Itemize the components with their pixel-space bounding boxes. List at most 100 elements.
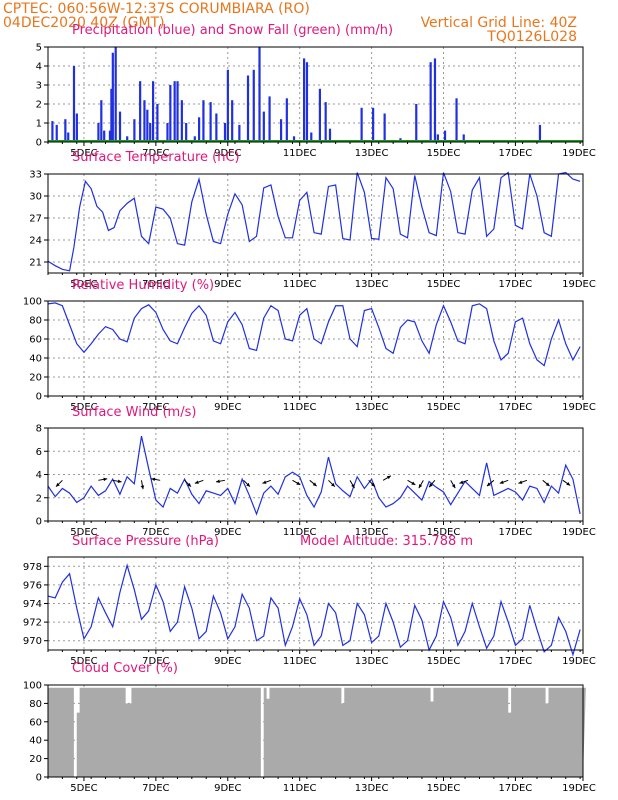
wind-arrow-head	[451, 484, 456, 489]
wind-arrow-head	[262, 480, 267, 484]
header-location: CPTEC: 060:56W-12:37S CORUMBIARA (RO)	[3, 1, 310, 17]
x-tick-label: 5DEC	[70, 527, 97, 538]
y-tick-label: 60	[29, 717, 42, 728]
x-tick-label: 17DEC	[499, 656, 533, 667]
precip-bar	[305, 62, 309, 143]
wind-arrow-head	[103, 477, 108, 482]
precip-bar	[262, 111, 265, 142]
y-tick-label: 974	[23, 599, 42, 610]
y-tick-label: 20	[29, 754, 42, 765]
y-tick-label: 0	[36, 392, 42, 403]
x-tick-label: 5DEC	[70, 148, 97, 159]
precip-bar	[180, 100, 183, 142]
precip-bar	[215, 113, 218, 142]
y-tick-label: 1	[36, 119, 42, 130]
x-tick-label: 7DEC	[142, 783, 169, 794]
precip-bar	[133, 119, 136, 142]
x-tick-label: 13DEC	[355, 783, 389, 794]
x-tick-label: 15DEC	[427, 279, 461, 290]
precip-bar	[146, 109, 149, 142]
x-tick-label: 9DEC	[214, 279, 241, 290]
wind-arrow-head	[499, 480, 504, 484]
y-tick-label: 4	[36, 62, 42, 73]
precip-bar	[285, 98, 288, 142]
wind-arrow-head	[351, 484, 355, 489]
x-tick-label: 15DEC	[427, 527, 461, 538]
y-tick-label: 8	[36, 424, 42, 435]
x-tick-label: 19DEC	[562, 148, 596, 159]
precip-bar	[383, 113, 386, 142]
wind-arrow-head	[56, 482, 60, 487]
wind-arrow-head	[418, 484, 423, 489]
y-tick-label: 21	[29, 258, 42, 269]
x-tick-label: 5DEC	[70, 279, 97, 290]
y-tick-label: 33	[29, 170, 42, 181]
precip-bar	[111, 52, 114, 143]
x-tick-label: 7DEC	[142, 402, 169, 413]
y-tick-label: 5	[36, 43, 42, 54]
x-tick-label: 17DEC	[499, 402, 533, 413]
precip-bar	[279, 119, 283, 142]
precip-bar	[169, 85, 172, 142]
panel-title: Surface Temperature (nC)	[72, 150, 240, 165]
model-code: TQ0126L028	[486, 29, 577, 45]
wind-arrow-head	[117, 479, 122, 484]
cloud-cover-area	[48, 687, 586, 777]
wind-arrow-head	[216, 479, 220, 484]
x-tick-label: 15DEC	[427, 402, 461, 413]
x-tick-label: 19DEC	[562, 279, 596, 290]
x-tick-label: 15DEC	[427, 148, 461, 159]
y-tick-label: 80	[29, 699, 42, 710]
y-tick-label: 970	[23, 636, 42, 647]
precip-bar	[67, 132, 70, 142]
plot-frame	[47, 684, 584, 778]
precip-bar	[185, 123, 188, 142]
y-tick-label: 0	[36, 773, 42, 784]
x-tick-label: 15DEC	[427, 783, 461, 794]
y-tick-label: 978	[23, 562, 42, 573]
x-tick-label: 11DEC	[283, 783, 317, 794]
precip-bar	[100, 100, 103, 142]
y-tick-label: 2	[36, 100, 42, 111]
y-tick-label: 30	[29, 192, 42, 203]
precip-bar	[538, 124, 542, 142]
x-tick-label: 11DEC	[283, 402, 317, 413]
precip-bar	[302, 58, 306, 142]
precip-bar	[143, 100, 146, 142]
x-tick-label: 9DEC	[214, 148, 241, 159]
wind-arrow-head	[566, 481, 571, 486]
precip-bar	[429, 62, 432, 143]
precip-bar	[108, 130, 112, 142]
precip-bar	[324, 102, 327, 142]
x-tick-label: 13DEC	[355, 279, 389, 290]
precip-bar	[443, 130, 447, 142]
wind-arrow-head	[194, 480, 199, 484]
x-tick-label: 7DEC	[142, 148, 169, 159]
wind-arrow-head	[246, 482, 250, 487]
y-tick-label: 40	[29, 354, 42, 365]
precip-bar	[118, 111, 122, 142]
x-tick-label: 19DEC	[562, 527, 596, 538]
x-tick-label: 17DEC	[499, 783, 533, 794]
precip-bar	[310, 132, 313, 142]
y-tick-label: 100	[23, 297, 42, 308]
precip-bar	[166, 123, 169, 142]
precip-bar	[436, 134, 439, 142]
x-tick-label: 19DEC	[562, 402, 596, 413]
precip-bar	[238, 124, 241, 142]
panel-title: Precipitation (blue) and Snow Fall (gree…	[72, 23, 393, 38]
y-tick-label: 27	[29, 214, 42, 225]
x-tick-label: 7DEC	[142, 656, 169, 667]
wind-arrow-head	[312, 482, 317, 487]
precip-bar	[97, 123, 100, 142]
x-tick-label: 11DEC	[283, 279, 317, 290]
precip-bar	[226, 69, 229, 142]
wind-arrow-head	[429, 483, 433, 488]
precip-bar	[64, 119, 67, 142]
x-tick-label: 19DEC	[562, 783, 596, 794]
wind-arrow-head	[386, 475, 391, 480]
precip-bar	[114, 47, 117, 142]
series-line	[47, 436, 581, 516]
wind-arrow-head	[187, 482, 191, 487]
